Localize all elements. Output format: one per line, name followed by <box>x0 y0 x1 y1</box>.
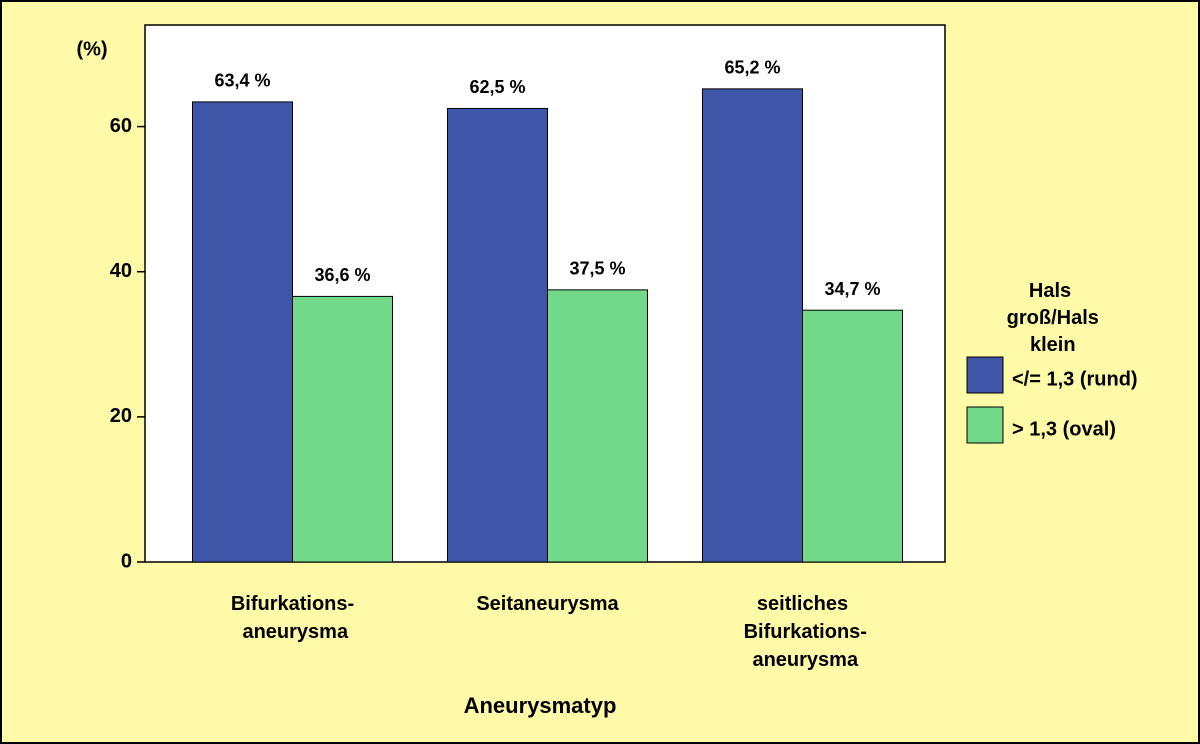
legend-title: Hals groß/Hals klein <box>1001 280 1099 356</box>
x-tick-label: Bifurkations- aneurysma <box>231 593 354 643</box>
legend-swatch <box>966 356 1004 394</box>
legend-label: > 1,3 (oval) <box>1012 418 1116 440</box>
x-tick-label: seitliches Bifurkations- aneurysma <box>738 593 867 671</box>
data-label: 36,6 % <box>314 265 370 285</box>
bar <box>292 295 393 563</box>
y-tick-label: 20 <box>110 405 132 427</box>
legend-swatch <box>966 406 1004 444</box>
data-label: 63,4 % <box>214 71 270 91</box>
x-axis-title: Aneurysmatyp <box>464 693 617 718</box>
bar <box>802 309 903 563</box>
x-tick-label: Seitaneurysma <box>476 593 619 615</box>
y-tick-label: 0 <box>121 550 132 572</box>
data-label: 34,7 % <box>824 279 880 299</box>
bar <box>447 107 548 563</box>
bar <box>547 289 648 563</box>
bar <box>702 88 803 563</box>
data-label: 37,5 % <box>569 259 625 279</box>
bar <box>192 101 293 563</box>
data-label: 65,2 % <box>724 58 780 78</box>
y-tick-label: 40 <box>110 260 132 282</box>
y-axis-label: (%) <box>76 38 107 60</box>
legend-label: </= 1,3 (rund) <box>1012 368 1138 390</box>
y-tick-label: 60 <box>110 115 132 137</box>
data-label: 62,5 % <box>469 77 525 97</box>
